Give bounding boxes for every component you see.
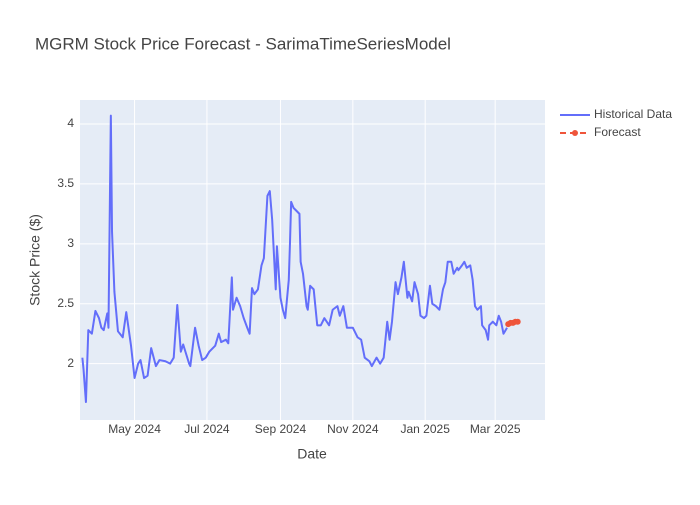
x-tick-label: Jul 2024: [184, 422, 230, 436]
x-tick-label: Jan 2025: [400, 422, 450, 436]
legend-label[interactable]: Historical Data: [594, 107, 672, 121]
x-tick-label: Nov 2024: [327, 422, 379, 436]
legend-marker[interactable]: [572, 130, 578, 136]
y-tick-label: 4: [67, 116, 74, 130]
y-axis-title: Stock Price ($): [27, 214, 43, 306]
y-tick-label: 3: [67, 236, 74, 250]
forecast-point: [514, 318, 521, 325]
legend-label[interactable]: Forecast: [594, 125, 641, 139]
y-tick-label: 2.5: [57, 296, 74, 310]
x-tick-label: Sep 2024: [255, 422, 307, 436]
chart-title: MGRM Stock Price Forecast - SarimaTimeSe…: [35, 34, 451, 53]
y-tick-label: 3.5: [57, 176, 74, 190]
x-axis-title: Date: [297, 446, 327, 462]
x-tick-label: Mar 2025: [470, 422, 521, 436]
y-tick-label: 2: [67, 356, 74, 370]
series-line: [81, 114, 508, 404]
x-tick-label: May 2024: [108, 422, 161, 436]
plot-area: [80, 100, 545, 420]
